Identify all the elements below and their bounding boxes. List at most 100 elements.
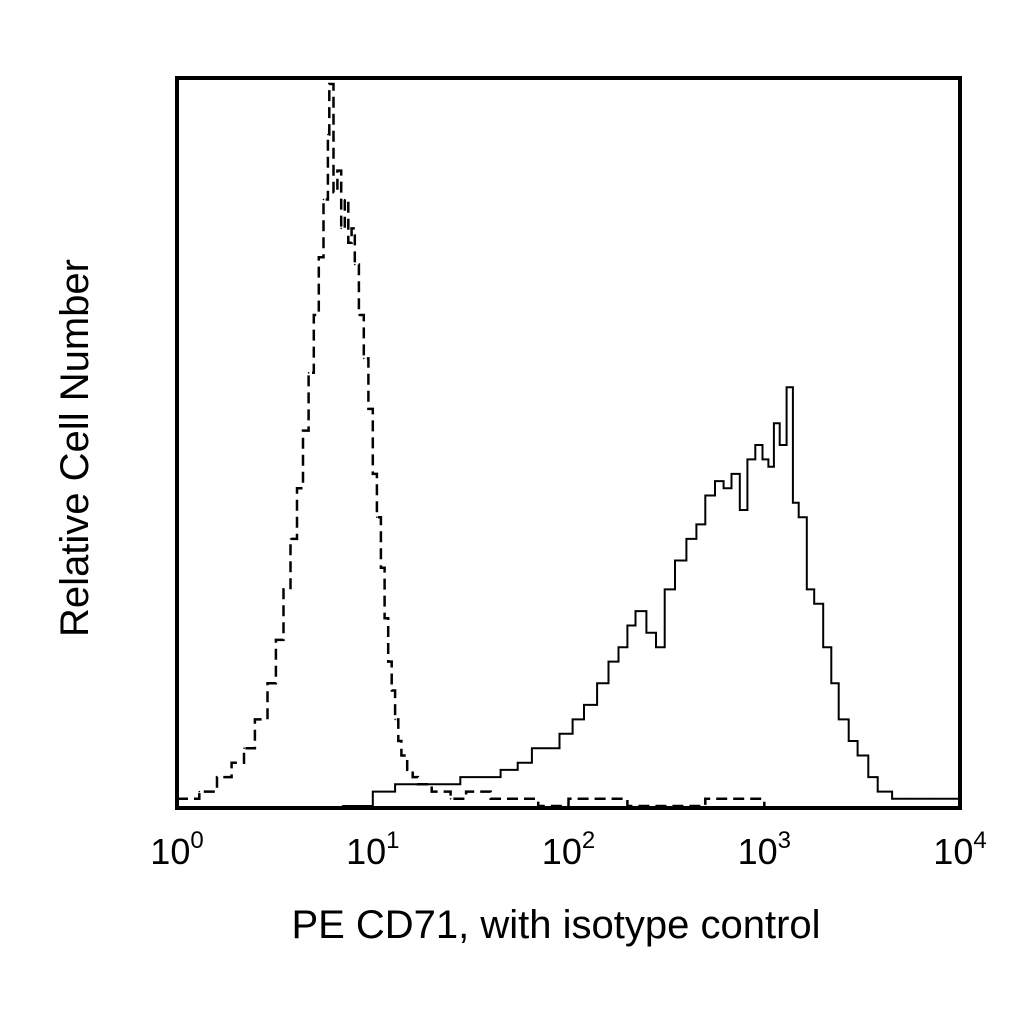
histogram-point [499, 769, 502, 771]
histogram-point [867, 776, 870, 778]
series-line [342, 386, 960, 807]
series-layer [176, 82, 961, 808]
histogram-point [714, 480, 716, 482]
histogram-point [340, 227, 343, 230]
histogram-point [558, 733, 561, 735]
histogram-point [837, 718, 840, 721]
histogram-point [695, 523, 698, 526]
histogram-point [307, 372, 310, 374]
histogram-point [704, 494, 707, 497]
histogram-point [275, 639, 277, 641]
histogram-point [571, 718, 574, 721]
histogram-point [773, 422, 775, 425]
histogram-point [372, 473, 374, 475]
histogram-point [216, 776, 218, 778]
histogram-point [327, 133, 329, 136]
histogram-point [439, 783, 441, 786]
histogram-point [459, 776, 462, 778]
histogram-point [797, 516, 800, 518]
histogram-point [302, 429, 304, 432]
histogram-point [383, 617, 386, 620]
histogram-point [478, 776, 481, 778]
x-tick-label: 102 [542, 827, 595, 872]
histogram-point [230, 761, 233, 764]
histogram-point [928, 798, 931, 800]
histogram-point [655, 646, 657, 648]
histogram-point [367, 408, 370, 410]
histogram-point [847, 740, 850, 742]
histogram-point [254, 718, 256, 721]
histogram-point [363, 357, 365, 360]
histogram-point [567, 798, 570, 800]
histogram-point [411, 776, 414, 778]
histogram-point [336, 169, 339, 172]
histogram-point [778, 444, 781, 446]
histogram-point [856, 754, 859, 757]
histogram-point [465, 790, 467, 793]
histogram-point [328, 83, 331, 85]
histogram-point [876, 790, 879, 793]
histogram-point [634, 610, 637, 612]
histogram-point [792, 502, 794, 504]
histogram-point [322, 198, 325, 201]
histogram-point [685, 538, 688, 540]
histogram-point [516, 761, 519, 764]
histogram-point [626, 624, 629, 627]
histogram-point [289, 538, 292, 540]
y-axis-title: Relative Cell Number [53, 259, 97, 637]
histogram-point [358, 314, 360, 316]
histogram-point [406, 769, 409, 771]
histogram-point [730, 473, 733, 475]
histogram-point [908, 798, 910, 800]
histogram-point [543, 747, 545, 749]
histogram-point [449, 798, 452, 800]
histogram-point [822, 646, 824, 648]
histogram-point [891, 798, 893, 800]
histogram-point [394, 783, 396, 786]
histogram-point [394, 718, 396, 721]
histogram-point [430, 790, 433, 793]
pe-cd71-histogram [341, 386, 961, 807]
x-tick-labels: 100 101 102 103 104 [150, 827, 986, 872]
histogram-point [674, 559, 676, 562]
histogram-point [243, 747, 245, 749]
histogram-point [266, 682, 269, 685]
histogram-point [704, 798, 707, 800]
histogram-point [354, 263, 356, 266]
histogram-point [785, 386, 788, 389]
histogram-point [722, 487, 725, 490]
x-tick-label: 101 [346, 827, 399, 872]
plot-frame [175, 76, 962, 810]
histogram-point [508, 798, 511, 800]
isotype-control-histogram [176, 82, 766, 808]
histogram-point [767, 465, 770, 468]
histogram-point [417, 783, 419, 786]
series-line [177, 82, 766, 808]
histogram-point [318, 256, 320, 259]
histogram-point [645, 631, 648, 634]
histogram-point [397, 740, 400, 742]
histogram-point [387, 660, 390, 663]
histogram-point [596, 682, 598, 685]
histogram-point [344, 198, 346, 201]
histogram-point [617, 646, 620, 648]
histogram-point [282, 588, 285, 591]
histogram-point [663, 588, 666, 591]
histogram-point [583, 704, 585, 706]
histogram-point [813, 603, 815, 605]
histogram-point [746, 458, 749, 461]
histogram-point [372, 790, 374, 793]
x-tick-label: 100 [150, 827, 203, 872]
histogram-point [347, 242, 350, 244]
histogram-point [380, 566, 382, 569]
histogram-point [198, 790, 201, 793]
histogram-point [754, 444, 757, 446]
histogram-point [350, 227, 353, 230]
histogram-point [830, 682, 833, 685]
histogram-point [296, 487, 298, 490]
histogram-point [806, 588, 808, 591]
histogram-point [607, 660, 610, 663]
histogram-point [332, 191, 335, 194]
histogram-point [313, 314, 315, 316]
